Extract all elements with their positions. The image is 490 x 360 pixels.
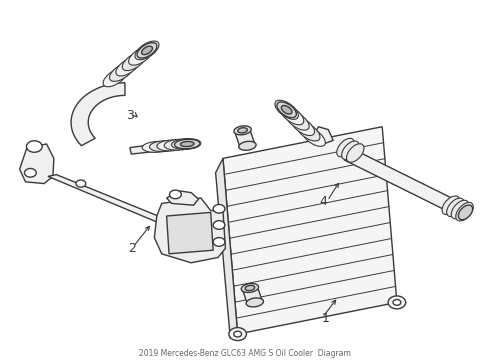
Circle shape	[26, 141, 42, 152]
Circle shape	[234, 331, 242, 337]
Text: 2: 2	[128, 242, 136, 255]
Circle shape	[76, 180, 86, 187]
Ellipse shape	[129, 46, 152, 65]
Text: 1: 1	[322, 312, 330, 325]
Text: 2019 Mercedes-Benz GLC63 AMG S Oil Cooler  Diagram: 2019 Mercedes-Benz GLC63 AMG S Oil Coole…	[139, 349, 351, 358]
Circle shape	[388, 296, 406, 309]
Ellipse shape	[286, 111, 309, 130]
Circle shape	[229, 328, 246, 341]
Ellipse shape	[337, 138, 354, 157]
Ellipse shape	[234, 126, 251, 135]
Polygon shape	[71, 83, 125, 146]
Ellipse shape	[103, 68, 127, 87]
Ellipse shape	[238, 128, 247, 133]
Ellipse shape	[122, 52, 146, 71]
Ellipse shape	[172, 139, 201, 149]
Ellipse shape	[149, 141, 179, 152]
Circle shape	[393, 300, 401, 305]
Ellipse shape	[245, 285, 255, 291]
Polygon shape	[223, 127, 397, 334]
Ellipse shape	[302, 127, 325, 147]
Text: 4: 4	[319, 195, 327, 208]
Ellipse shape	[142, 46, 152, 55]
Ellipse shape	[142, 141, 172, 152]
Ellipse shape	[164, 139, 194, 150]
Ellipse shape	[277, 102, 296, 118]
Ellipse shape	[180, 141, 194, 147]
Circle shape	[24, 168, 36, 177]
Polygon shape	[167, 212, 213, 254]
Polygon shape	[154, 198, 225, 263]
Ellipse shape	[110, 63, 133, 81]
Ellipse shape	[291, 116, 315, 136]
Ellipse shape	[346, 144, 364, 162]
Ellipse shape	[281, 105, 292, 114]
Polygon shape	[167, 191, 198, 205]
Ellipse shape	[458, 205, 473, 220]
Polygon shape	[235, 130, 255, 148]
Ellipse shape	[451, 200, 468, 219]
Ellipse shape	[442, 196, 460, 215]
Ellipse shape	[280, 105, 304, 125]
Polygon shape	[216, 158, 238, 338]
Ellipse shape	[241, 284, 259, 292]
Text: 3: 3	[126, 109, 134, 122]
Circle shape	[213, 221, 225, 229]
Ellipse shape	[157, 140, 186, 151]
Ellipse shape	[275, 100, 298, 120]
Circle shape	[213, 238, 225, 246]
Circle shape	[213, 204, 225, 213]
Ellipse shape	[116, 57, 140, 76]
Circle shape	[170, 190, 181, 199]
Ellipse shape	[246, 298, 264, 307]
Ellipse shape	[135, 41, 159, 60]
Ellipse shape	[174, 139, 200, 149]
Ellipse shape	[342, 141, 359, 159]
Polygon shape	[20, 144, 54, 184]
Ellipse shape	[447, 198, 464, 217]
Ellipse shape	[137, 43, 157, 58]
Polygon shape	[48, 175, 194, 235]
Ellipse shape	[456, 202, 473, 221]
Ellipse shape	[296, 122, 320, 141]
Polygon shape	[243, 286, 262, 304]
Ellipse shape	[239, 141, 256, 150]
Polygon shape	[314, 127, 333, 144]
Polygon shape	[130, 144, 158, 154]
Polygon shape	[344, 153, 460, 208]
